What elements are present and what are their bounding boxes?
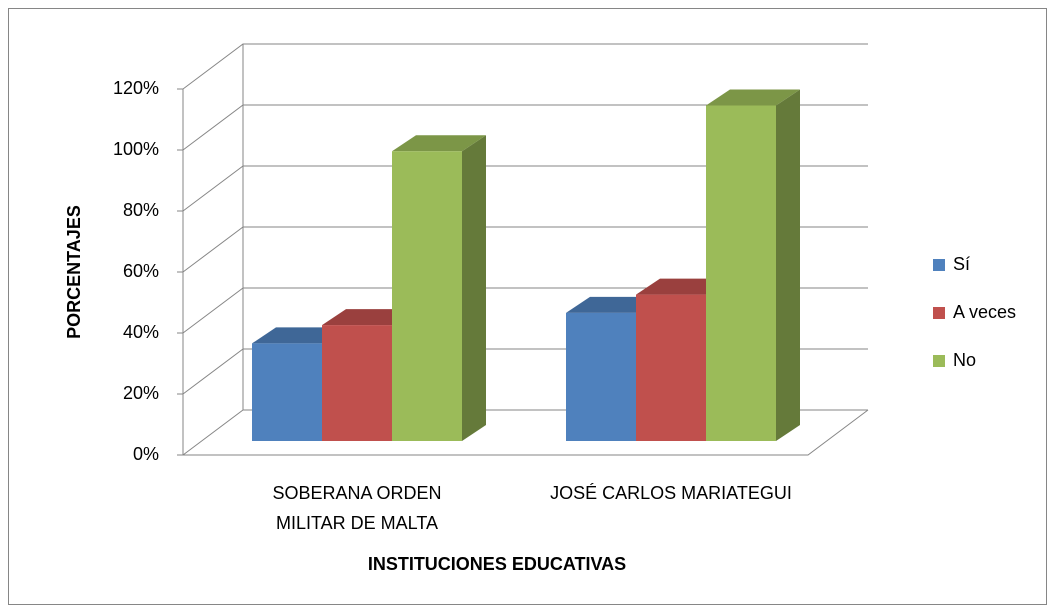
legend-label: A veces: [953, 302, 1016, 322]
bar-top: [706, 89, 800, 106]
bar-side: [462, 135, 486, 441]
bar-top: [392, 135, 486, 152]
legend-swatch: [933, 259, 945, 271]
y-axis-title: PORCENTAJES: [64, 205, 84, 339]
chart-border: [8, 8, 1047, 605]
floor: [183, 409, 869, 456]
bar: [252, 343, 322, 441]
bar: [636, 294, 706, 441]
y-tick-label: 100%: [113, 139, 159, 159]
x-tick-label-box: JOSÉ CARLOS MARIATEGUI: [550, 483, 792, 503]
y-tick-label: 60%: [123, 261, 159, 281]
legend-swatch: [933, 307, 945, 319]
y-tick-label: 40%: [123, 322, 159, 342]
bar: [392, 151, 462, 441]
y-tick-label: 0%: [133, 444, 159, 464]
x-tick-label-box: SOBERANA ORDEN MILITAR DE MALTA: [272, 483, 442, 533]
x-axis-title: INSTITUCIONES EDUCATIVAS: [368, 554, 626, 574]
legend-label: No: [953, 350, 976, 370]
grid-line: [182, 43, 868, 90]
grid-line: [182, 165, 868, 212]
y-tick-label: 80%: [123, 200, 159, 220]
x-tick-label: SOBERANA ORDEN MILITAR DE MALTA: [272, 483, 442, 533]
x-tick-label: JOSÉ CARLOS MARIATEGUI: [550, 483, 792, 503]
grid-line: [182, 226, 868, 273]
bar: [706, 105, 776, 441]
bar-side: [776, 89, 800, 441]
legend-label: Sí: [953, 254, 970, 274]
grid-line: [182, 104, 868, 151]
y-tick-label: 20%: [123, 383, 159, 403]
bar: [322, 325, 392, 441]
bar: [566, 312, 636, 441]
y-tick-label: 120%: [113, 78, 159, 98]
legend-swatch: [933, 355, 945, 367]
